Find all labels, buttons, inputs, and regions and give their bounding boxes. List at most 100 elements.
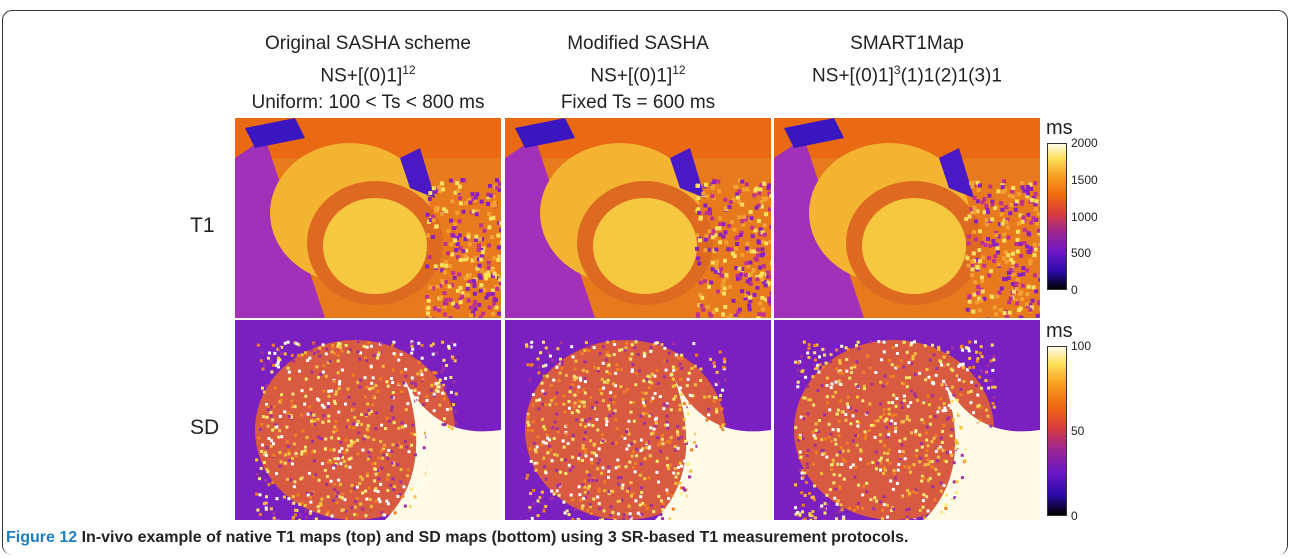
map-shape	[607, 470, 610, 473]
map-shape	[332, 467, 335, 470]
map-shape	[569, 386, 572, 389]
map-shape	[368, 409, 371, 412]
map-shape	[644, 392, 647, 395]
map-shape	[275, 364, 278, 367]
map-shape	[683, 460, 686, 463]
map-shape	[714, 270, 718, 274]
map-shape	[717, 381, 720, 384]
map-shape	[847, 449, 850, 452]
map-shape	[255, 493, 258, 496]
map-shape	[1021, 220, 1025, 224]
map-shape	[756, 316, 760, 318]
map-shape	[652, 432, 655, 435]
map-shape	[472, 304, 476, 308]
map-shape	[848, 377, 851, 380]
map-shape	[903, 395, 906, 398]
map-shape	[699, 379, 702, 382]
map-shape	[563, 394, 566, 397]
map-shape	[1034, 289, 1038, 293]
map-shape	[888, 359, 891, 362]
map-shape	[881, 509, 884, 512]
map-shape	[852, 463, 855, 466]
map-shape	[453, 238, 457, 242]
map-shape	[640, 463, 643, 466]
map-shape	[493, 204, 497, 208]
map-shape	[453, 276, 457, 280]
map-shape	[550, 490, 553, 493]
map-shape	[997, 263, 1001, 267]
map-shape	[288, 452, 291, 455]
map-shape	[427, 306, 431, 310]
map-shape	[440, 212, 444, 216]
map-shape	[613, 343, 616, 346]
map-shape	[723, 360, 726, 363]
map-shape	[347, 419, 350, 422]
map-shape	[598, 447, 601, 450]
map-shape	[838, 371, 841, 374]
map-shape	[593, 198, 697, 294]
map-shape	[360, 423, 363, 426]
map-shape	[317, 418, 320, 421]
map-shape	[414, 453, 417, 456]
map-shape	[965, 256, 969, 260]
map-shape	[976, 357, 979, 360]
map-shape	[851, 414, 854, 417]
map-shape	[643, 352, 646, 355]
map-shape	[985, 222, 989, 226]
map-shape	[856, 420, 859, 423]
map-shape	[1019, 254, 1023, 258]
map-shape	[691, 394, 694, 397]
map-shape	[571, 383, 574, 386]
map-shape	[873, 496, 876, 499]
map-shape	[864, 437, 867, 440]
map-shape	[857, 341, 860, 344]
map-shape	[987, 387, 990, 390]
map-shape	[543, 509, 546, 512]
map-shape	[420, 373, 423, 376]
map-shape	[764, 283, 768, 287]
map-shape	[304, 446, 307, 449]
map-shape	[666, 424, 669, 427]
map-shape	[750, 216, 754, 220]
map-shape	[1015, 199, 1019, 203]
map-shape	[924, 378, 927, 381]
map-shape	[990, 359, 993, 362]
map-shape	[595, 479, 598, 482]
map-shape	[345, 517, 348, 520]
map-shape	[967, 264, 971, 268]
map-shape	[257, 344, 260, 347]
map-shape	[944, 507, 947, 510]
map-shape	[487, 225, 491, 229]
map-shape	[804, 396, 807, 399]
map-shape	[872, 507, 875, 510]
map-shape	[414, 495, 417, 498]
map-shape	[650, 504, 653, 507]
map-shape	[386, 478, 389, 481]
map-shape	[869, 498, 872, 501]
map-shape	[569, 390, 572, 393]
map-shape	[989, 269, 993, 273]
map-shape	[284, 352, 287, 355]
map-shape	[321, 421, 324, 424]
map-shape	[294, 509, 297, 512]
map-shape	[879, 440, 882, 443]
map-shape	[695, 354, 698, 357]
map-shape	[661, 442, 664, 445]
map-shape	[339, 454, 342, 457]
map-shape	[1038, 243, 1040, 247]
map-shape	[495, 305, 499, 309]
map-shape	[888, 448, 891, 451]
map-shape	[310, 492, 313, 495]
map-shape	[723, 259, 727, 263]
map-shape	[437, 382, 440, 385]
map-shape	[301, 353, 304, 356]
map-shape	[628, 505, 631, 508]
map-shape	[632, 466, 635, 469]
map-shape	[880, 457, 883, 460]
map-shape	[418, 482, 421, 485]
map-shape	[620, 368, 623, 371]
map-shape	[388, 454, 391, 457]
map-shape	[310, 349, 313, 352]
map-shape	[265, 468, 268, 471]
map-shape	[737, 215, 741, 219]
